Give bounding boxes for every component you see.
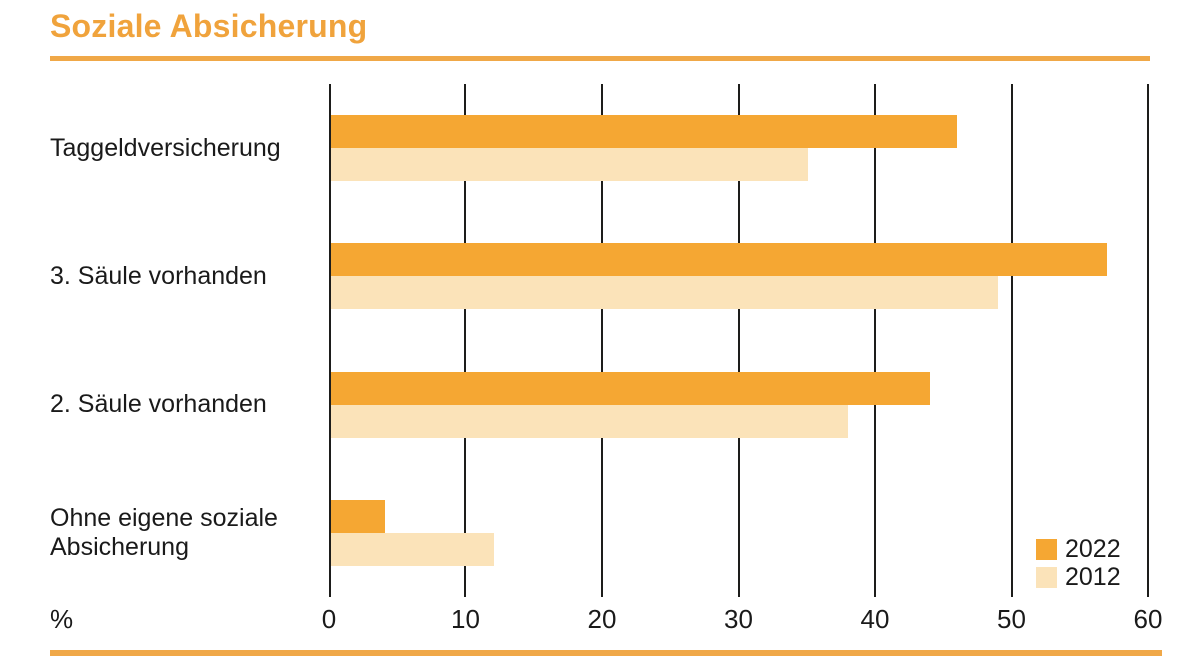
- gridline: [737, 84, 740, 597]
- bar-2012: [331, 148, 808, 182]
- bar-2022: [331, 115, 958, 149]
- legend-item: 2012: [1036, 563, 1121, 591]
- title-underline: [50, 56, 1150, 61]
- bar-group: [331, 212, 1148, 340]
- x-tick-label: 40: [860, 604, 890, 634]
- bar-2012: [331, 276, 999, 310]
- x-axis: 0 10 20 30 40 50 60: [322, 604, 1163, 636]
- category-labels: Taggeldversicherung 3. Säule vorhanden 2. …: [50, 84, 322, 597]
- bar-group: [331, 84, 1148, 212]
- bar-2022: [331, 371, 931, 405]
- bar-2022: [331, 499, 386, 533]
- bar-group: [331, 341, 1148, 469]
- gridline: [1010, 84, 1013, 597]
- bar-2012: [331, 532, 495, 566]
- legend-label: 2012: [1065, 563, 1121, 591]
- chart-title: Soziale Absicherung: [50, 8, 368, 44]
- bar-2012: [331, 404, 849, 438]
- legend-swatch-icon: [1036, 538, 1057, 560]
- axis-unit-label: %: [50, 604, 74, 634]
- gridline: [1147, 84, 1149, 597]
- x-tick-label: 60: [1133, 604, 1163, 634]
- category-label: Ohne eigene soziale Absicherung: [50, 504, 278, 561]
- category-label: Taggeldversicherung: [50, 133, 281, 162]
- legend-swatch-icon: [1036, 566, 1057, 588]
- plot-area: [329, 84, 1149, 597]
- x-tick-label: 20: [587, 604, 617, 634]
- x-tick-label: 10: [451, 604, 480, 634]
- bar-2022: [331, 243, 1108, 277]
- legend-item: 2022: [1036, 535, 1121, 563]
- legend: 2022 2012: [1036, 535, 1121, 591]
- gridline: [464, 84, 467, 597]
- x-tick-label: 0: [321, 604, 337, 634]
- x-tick-label: 50: [997, 604, 1026, 634]
- gridline: [600, 84, 603, 597]
- bottom-rule: [50, 650, 1162, 656]
- gridline: [329, 84, 331, 597]
- x-tick-label: 30: [724, 604, 753, 634]
- category-label: 2. Säule vorhanden: [50, 390, 267, 419]
- category-label: 3. Säule vorhanden: [50, 262, 267, 290]
- gridline: [873, 84, 876, 597]
- legend-label: 2022: [1065, 535, 1121, 563]
- bar-group: [331, 469, 1148, 597]
